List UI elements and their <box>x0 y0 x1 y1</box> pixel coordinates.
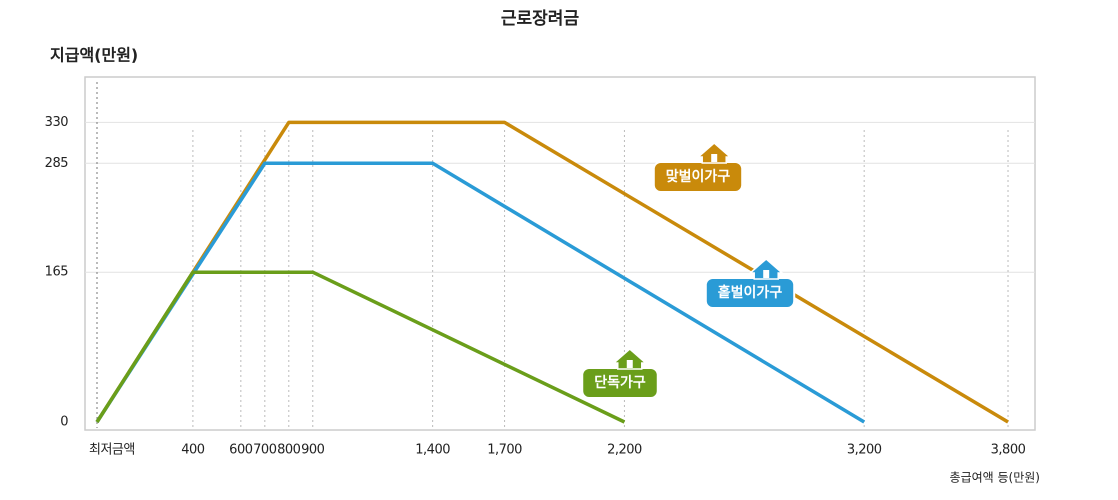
x-tick-label: 1,400 <box>415 443 450 458</box>
series-label: 맞벌이가구 <box>652 161 744 193</box>
legend-label: 홑벌이가구 <box>718 284 783 301</box>
legend-label: 맞벌이가구 <box>666 168 731 185</box>
series-line <box>95 270 626 424</box>
plot-frame <box>84 76 1036 431</box>
x-axis-label: 총급여액 등(만원) <box>950 471 1040 485</box>
series-label: 홑벌이가구 <box>704 277 796 309</box>
y-axis-label: 지급액(만원) <box>50 46 138 65</box>
house-icon <box>748 258 785 280</box>
x-tick-label: 600 <box>229 443 253 458</box>
chart-title: 근로장려금 <box>501 9 580 29</box>
x-tick-label: 최저금액 <box>89 443 135 458</box>
legend-label: 단독가구 <box>594 374 646 391</box>
house-icon <box>611 348 648 370</box>
x-tick-label: 900 <box>301 443 325 458</box>
series-label: 단독가구 <box>581 367 659 399</box>
legend-badge <box>652 161 744 193</box>
house-door <box>711 154 718 162</box>
house-door <box>626 360 633 368</box>
house-door <box>763 270 770 278</box>
house-icon <box>696 142 733 164</box>
y-tick-label: 0 <box>60 415 68 430</box>
y-tick-label: 285 <box>45 156 69 171</box>
x-tick-label: 400 <box>181 443 205 458</box>
x-tick-label: 3,800 <box>991 443 1026 458</box>
x-tick-label: 1,700 <box>487 443 522 458</box>
legend-badge <box>704 277 796 309</box>
x-tick-label: 700 <box>253 443 277 458</box>
y-tick-label: 330 <box>45 115 69 130</box>
x-tick-label: 2,200 <box>607 443 642 458</box>
y-tick-label: 165 <box>45 265 69 280</box>
x-tick-label: 3,200 <box>847 443 882 458</box>
x-tick-label: 800 <box>277 443 301 458</box>
